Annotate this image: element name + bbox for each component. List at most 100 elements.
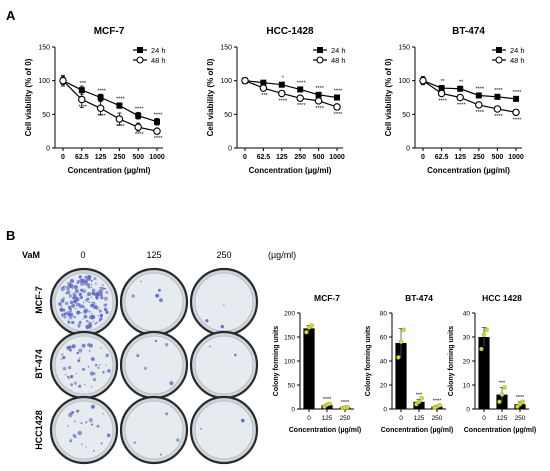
x-tick-label: 250 <box>432 415 443 422</box>
colony-spot <box>63 288 66 291</box>
y-tick-label: 100 <box>398 78 410 85</box>
colony-spot <box>83 314 88 319</box>
colony-spot <box>169 381 174 386</box>
colony-spot <box>220 324 225 329</box>
panel-a-label: A <box>6 8 16 23</box>
x-tick-label: 1000 <box>508 154 524 161</box>
colony-spot <box>67 310 71 314</box>
colony-spot <box>90 386 93 388</box>
colony-spot <box>84 420 88 424</box>
legend-marker <box>495 56 503 64</box>
bar <box>395 343 407 409</box>
colony-spot <box>80 311 82 314</box>
colony-spot <box>95 283 97 285</box>
y-tick-label: 0 <box>466 407 470 414</box>
colony-spot <box>78 357 81 359</box>
colony-spot <box>67 312 71 317</box>
data-point <box>297 86 304 93</box>
chart-title: HCC-1428 <box>266 26 314 37</box>
data-point <box>493 105 502 113</box>
colony-spot <box>74 307 77 310</box>
colony-spot <box>176 438 180 442</box>
significance-label: * <box>282 76 285 82</box>
dish-plate <box>194 272 254 332</box>
colony-spot <box>88 310 91 313</box>
colony-spot <box>99 290 103 294</box>
data-point <box>278 81 285 88</box>
colony-spot <box>76 310 80 314</box>
colony-spot <box>73 381 78 385</box>
colony-dose-label-250: 250 <box>216 250 231 260</box>
legend-marker <box>496 47 502 53</box>
colony-spot <box>81 343 86 348</box>
colony-spot <box>103 296 108 301</box>
colony-spot <box>102 413 104 415</box>
x-tick-label: 1000 <box>329 154 345 161</box>
colony-spot <box>88 417 94 423</box>
colony-spot <box>63 315 67 319</box>
colony-spot <box>95 291 101 296</box>
data-point <box>153 127 161 135</box>
colony-spot <box>77 430 82 436</box>
significance-label: **** <box>97 89 106 95</box>
colony-spot <box>136 354 140 358</box>
colony-spot <box>222 304 225 306</box>
colony-spot <box>90 286 93 289</box>
colony-spot <box>66 425 69 427</box>
data-point <box>296 94 304 102</box>
data-point <box>512 108 520 117</box>
y-tick-label: 30 <box>463 335 471 342</box>
colony-spot <box>85 446 87 448</box>
colony-spot <box>62 355 66 360</box>
data-point <box>438 85 445 92</box>
colony-treatment-label: VaM <box>22 250 40 260</box>
colony-spot <box>92 377 97 382</box>
y-tick-label: 50 <box>42 112 50 119</box>
replicate-point <box>401 327 406 332</box>
y-tick-label: 100 <box>38 78 50 85</box>
x-axis-label: Concentration (µg/ml) <box>68 166 151 175</box>
chart-title: MCF-7 <box>314 293 340 303</box>
series-line <box>62 80 158 123</box>
colony-dish <box>119 395 189 465</box>
legend-label: 24 h <box>510 46 525 55</box>
bar-chart-1: BT-474 0 20 40 60 80 0 125 250 Concentration (µg/… <box>365 293 453 434</box>
colony-spot <box>79 278 84 284</box>
y-tick-label: 10 <box>463 383 471 390</box>
colony-spot <box>99 313 103 317</box>
colony-spot <box>90 423 94 426</box>
colony-spot <box>91 301 93 303</box>
data-point <box>456 93 464 102</box>
x-tick-label: 0 <box>421 154 425 161</box>
colony-spot <box>91 288 96 293</box>
significance-label: **** <box>116 124 125 130</box>
colony-spot <box>105 303 108 306</box>
y-tick-label: 50 <box>288 383 296 390</box>
colony-spot <box>69 278 75 284</box>
colony-spot <box>79 295 83 300</box>
colony-spot <box>66 290 71 295</box>
chart-title: MCF-7 <box>94 26 125 37</box>
colony-spot <box>90 283 93 286</box>
significance-label: **** <box>476 110 485 116</box>
y-axis-label: Cell viability (% of 0) <box>206 58 215 136</box>
significance-label: **** <box>79 105 88 111</box>
colony-spot <box>88 350 91 352</box>
y-tick-label: 40 <box>380 359 388 366</box>
colony-spot <box>66 286 71 291</box>
colony-spot <box>61 290 64 292</box>
colony-dose-label-125: 125 <box>146 250 161 260</box>
y-tick-label: 200 <box>284 311 295 318</box>
x-tick-label: 0 <box>61 154 65 161</box>
colony-spot <box>105 310 109 315</box>
colony-spot <box>88 343 93 348</box>
significance-label: **** <box>513 117 522 123</box>
y-tick-label: 100 <box>220 78 232 85</box>
colony-spot <box>101 284 104 287</box>
colony-spot <box>69 375 73 379</box>
colony-spot <box>61 353 64 356</box>
colony-spot <box>131 294 135 298</box>
x-tick-label: 500 <box>132 154 144 161</box>
colony-spot <box>72 433 76 437</box>
colony-spot <box>164 342 169 347</box>
